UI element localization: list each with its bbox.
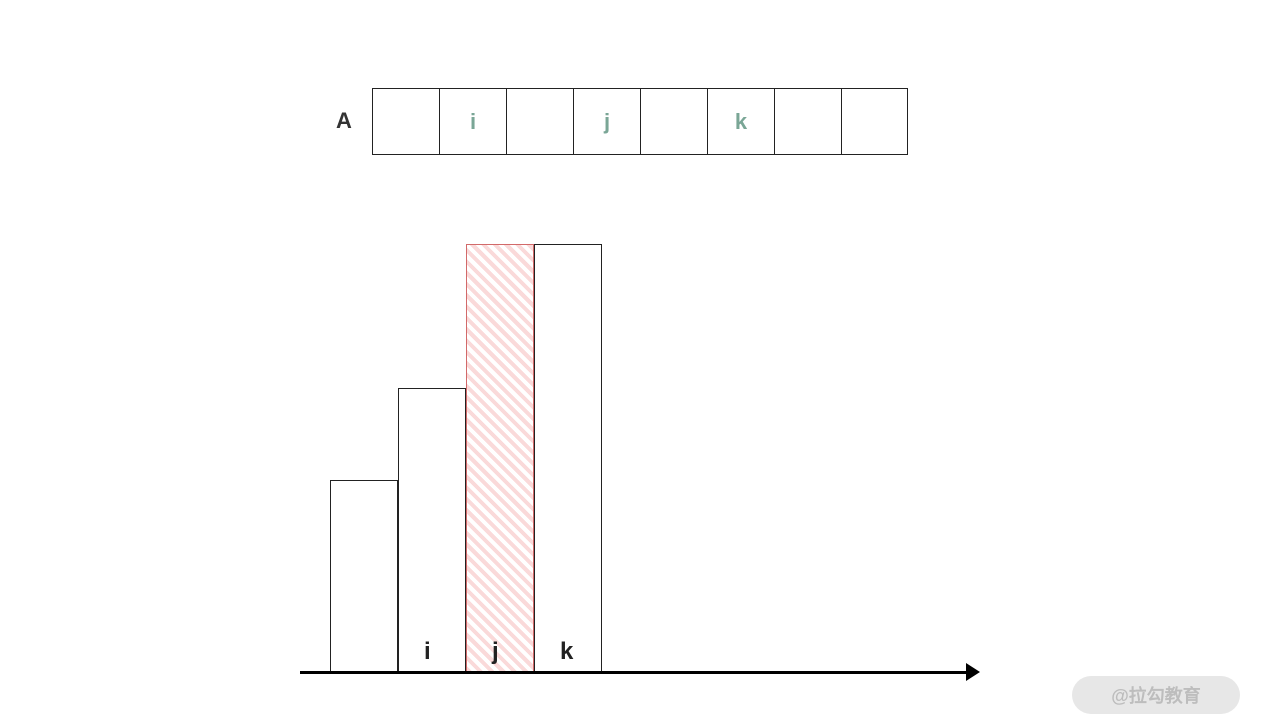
x-axis: [300, 671, 968, 674]
array-cell: j: [573, 88, 640, 155]
array-cell: [774, 88, 841, 155]
array-cell: i: [439, 88, 506, 155]
watermark-badge: @拉勾教育: [1072, 676, 1240, 714]
bar-label-i: i: [424, 638, 431, 666]
array-cell: [841, 88, 908, 155]
bar-j: [466, 244, 534, 672]
array-cell: k: [707, 88, 774, 155]
bar-i: [398, 388, 466, 672]
x-axis-arrow-icon: [966, 663, 980, 681]
diagram-stage: { "canvas": { "width": 1280, "height": 7…: [0, 0, 1280, 720]
bar-0: [330, 480, 398, 672]
array-cell: [506, 88, 573, 155]
bar-label-j: j: [492, 638, 499, 666]
array-cell: [372, 88, 439, 155]
array-cell: [640, 88, 707, 155]
bar-label-k: k: [560, 638, 573, 666]
array-label: A: [336, 108, 352, 134]
array-row: i j k: [372, 88, 908, 155]
bar-k: [534, 244, 602, 672]
